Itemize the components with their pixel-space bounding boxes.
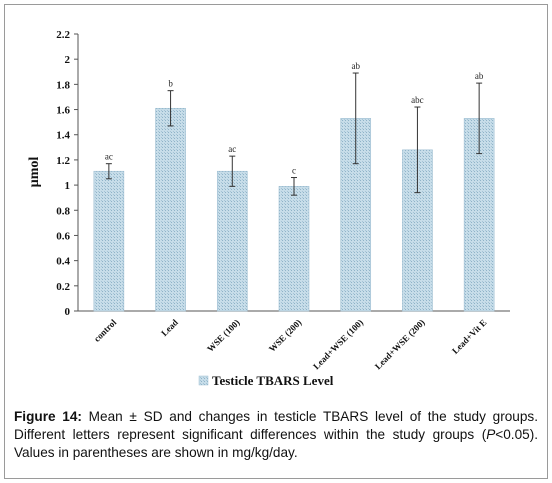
bar xyxy=(155,107,186,312)
bar xyxy=(278,186,310,312)
significance-labels: ac b ac c ab abc ab xyxy=(105,61,484,176)
significance-label: ac xyxy=(228,144,236,154)
figure-label: Figure 14: xyxy=(14,409,82,424)
x-tick-label: Lead xyxy=(159,317,180,338)
x-tick-label: control xyxy=(92,317,119,344)
error-bars xyxy=(105,72,483,196)
bars xyxy=(93,107,495,312)
y-tick-label: 2.2 xyxy=(56,29,70,41)
y-tick-label: 1.6 xyxy=(56,105,70,117)
y-tick-label: 0.2 xyxy=(56,281,70,293)
caption-text-part1: Mean ± SD and changes in testicle TBARS … xyxy=(14,409,538,442)
y-tick-label: 0 xyxy=(65,306,71,318)
y-tick-label: 2 xyxy=(65,54,71,66)
y-tick-label: 1.4 xyxy=(56,130,70,142)
x-tick-label: WSE (100) xyxy=(205,317,242,354)
legend-swatch xyxy=(198,375,209,386)
y-axis-title: µmol xyxy=(27,157,42,188)
significance-label: b xyxy=(168,79,173,89)
caption-text-part2: <0.05). Values in parentheses are shown … xyxy=(14,427,538,460)
y-tick-label: 1.2 xyxy=(56,155,70,167)
x-tick-label: Lead+WSE (200) xyxy=(373,317,427,371)
y-axis-ticks: 0 0.2 0.4 0.6 0.8 1 1.2 1.4 1.6 1.8 2 2.2 xyxy=(56,29,78,318)
significance-label: ac xyxy=(105,152,113,162)
y-tick-label: 0.6 xyxy=(56,230,70,242)
bar xyxy=(216,170,248,312)
bar xyxy=(93,170,125,312)
legend: Testicle TBARS Level xyxy=(198,373,334,388)
chart-area: 0 0.2 0.4 0.6 0.8 1 1.2 1.4 1.6 1.8 2 2.2 ac b ac c ab a… xyxy=(27,29,510,388)
x-tick-label: WSE (200) xyxy=(267,317,304,354)
x-tick-label: Lead+Vit E xyxy=(450,317,489,356)
caption-p-symbol: P xyxy=(486,427,496,442)
legend-label: Testicle TBARS Level xyxy=(212,373,334,388)
y-tick-label: 0.8 xyxy=(56,205,70,217)
y-tick-label: 1.8 xyxy=(56,79,70,91)
significance-label: c xyxy=(292,166,296,176)
figure-caption: Figure 14: Mean ± SD and changes in test… xyxy=(14,408,538,462)
x-axis-labels: control Lead WSE (100) WSE (200) Lead+WSE (1… xyxy=(92,317,489,371)
y-tick-label: 1 xyxy=(65,180,71,192)
significance-label: ab xyxy=(475,71,484,81)
significance-label: ab xyxy=(351,61,360,71)
bar-chart: 00.20.40.60.811.21.41.61.822.2 acbaccaba… xyxy=(27,29,510,388)
significance-label: abc xyxy=(411,95,424,105)
x-tick-label: Lead+WSE (100) xyxy=(311,317,365,371)
y-tick-label: 0.4 xyxy=(56,256,70,268)
